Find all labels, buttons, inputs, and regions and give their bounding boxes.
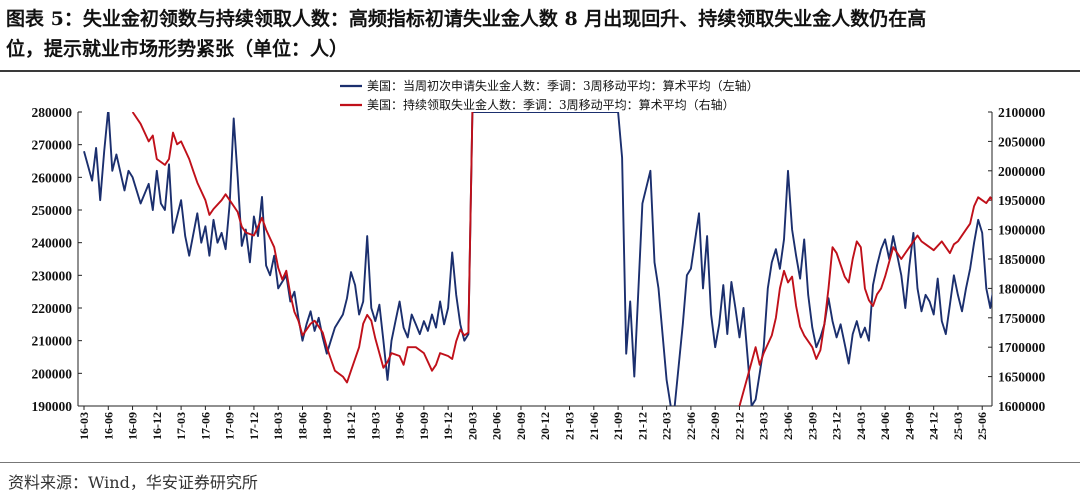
x-tick-label: 19-09 — [417, 412, 431, 440]
x-tick-label: 20-09 — [514, 412, 528, 440]
x-tick-label: 18-12 — [344, 412, 358, 440]
right-y-tick-label: 1850000 — [998, 252, 1046, 267]
line-chart: 190000 200000 210000 220000 230000 240000 2500… — [32, 78, 1046, 440]
x-tick-label: 17-12 — [247, 412, 261, 440]
x-tick-label: 22-03 — [660, 412, 674, 440]
left-y-tick-label: 200000 — [32, 366, 73, 381]
x-tick-label: 24-06 — [878, 412, 892, 440]
left-y-tick-label: 240000 — [32, 236, 73, 251]
x-tick-label: 22-09 — [708, 412, 722, 440]
left-y-tick-label: 270000 — [32, 138, 73, 153]
x-tick-label: 21-06 — [587, 412, 601, 440]
x-tick-label: 21-03 — [563, 412, 577, 440]
figure-title-line-2: 位，提示就业市场形势紧张（单位：人） — [6, 38, 349, 60]
x-tick-label: 20-12 — [538, 412, 552, 440]
continuing-claims-series-line-2 — [738, 196, 992, 406]
left-y-tick-label: 250000 — [32, 203, 73, 218]
x-tick-label: 16-09 — [126, 412, 140, 440]
x-tick-label: 17-06 — [198, 412, 212, 440]
x-tick-label: 23-03 — [757, 412, 771, 440]
x-tick-label: 18-03 — [271, 412, 285, 440]
source-note: 资料来源：Wind，华安证券研究所 — [8, 473, 258, 492]
x-tick-label: 22-12 — [732, 412, 746, 440]
x-tick-label: 24-12 — [927, 412, 941, 440]
initial-claims-series-line-2 — [673, 169, 992, 406]
x-tick-label: 21-09 — [611, 412, 625, 440]
x-tick-label: 23-09 — [805, 412, 819, 440]
left-y-tick-label: 210000 — [32, 334, 73, 349]
x-tick-label: 16-03 — [77, 412, 91, 440]
plot-area: 190000 200000 210000 220000 230000 240000 2500… — [32, 105, 1046, 440]
chart-legend: 美国：当周初次申请失业金人数：季调：3周移动平均：算术平均（左轴） 美国：持续领… — [340, 78, 759, 112]
x-tick-label: 20-03 — [465, 412, 479, 440]
x-tick-label: 18-09 — [320, 412, 334, 440]
figure-title-line-1: 图表 5：失业金初领数与持续领取人数：高频指标初请失业金人数 8 月出现回升、持… — [6, 8, 927, 30]
x-tick-label: 24-03 — [854, 412, 868, 440]
x-tick-label: 17-09 — [223, 412, 237, 440]
x-tick-label: 19-12 — [441, 412, 455, 440]
left-y-tick-label: 260000 — [32, 170, 73, 185]
right-y-tick-label: 1800000 — [998, 281, 1046, 296]
x-tick-label: 23-06 — [781, 412, 795, 440]
right-y-tick-label: 1750000 — [998, 311, 1046, 326]
x-tick-label: 20-06 — [490, 412, 504, 440]
right-y-tick-label: 2050000 — [998, 134, 1046, 149]
title-divider — [0, 70, 1080, 72]
left-y-tick-label: 230000 — [32, 268, 73, 283]
right-y-tick-label: 1700000 — [998, 340, 1046, 355]
x-tick-label: 19-06 — [393, 412, 407, 440]
x-tick-label: 19-03 — [368, 412, 382, 440]
left-y-tick-label: 280000 — [32, 105, 73, 120]
left-y-tick-label: 190000 — [32, 399, 73, 414]
x-tick-label: 16-12 — [150, 412, 164, 440]
x-tick-label: 25-03 — [951, 412, 965, 440]
x-tick-label: 23-12 — [830, 412, 844, 440]
continuing-claims-series-line-1 — [131, 112, 474, 384]
right-y-tick-label: 1600000 — [998, 399, 1046, 414]
legend-label-continuing-claims: 美国：持续领取失业金人数：季调：3周移动平均：算术平均（右轴） — [367, 97, 735, 112]
x-tick-label: 16-06 — [101, 412, 115, 440]
x-tick-label: 21-12 — [635, 412, 649, 440]
right-y-tick-label: 2000000 — [998, 164, 1046, 179]
legend-label-initial-claims: 美国：当周初次申请失业金人数：季调：3周移动平均：算术平均（左轴） — [367, 78, 759, 93]
x-tick-label: 24-09 — [902, 412, 916, 440]
right-y-tick-label: 1950000 — [998, 193, 1046, 208]
right-y-tick-label: 1650000 — [998, 370, 1046, 385]
x-tick-label: 22-06 — [684, 412, 698, 440]
initial-claims-series-line-1 — [83, 112, 672, 406]
x-tick-label: 25-06 — [975, 412, 989, 440]
right-y-tick-label: 1900000 — [998, 223, 1046, 238]
x-tick-label: 18-06 — [295, 412, 309, 440]
figure-title-block: 图表 5：失业金初领数与持续领取人数：高频指标初请失业金人数 8 月出现回升、持… — [6, 4, 1074, 64]
x-tick-label: 17-03 — [174, 412, 188, 440]
left-y-tick-label: 220000 — [32, 301, 73, 316]
right-y-tick-label: 2100000 — [998, 105, 1046, 120]
footer-divider — [0, 462, 1080, 463]
